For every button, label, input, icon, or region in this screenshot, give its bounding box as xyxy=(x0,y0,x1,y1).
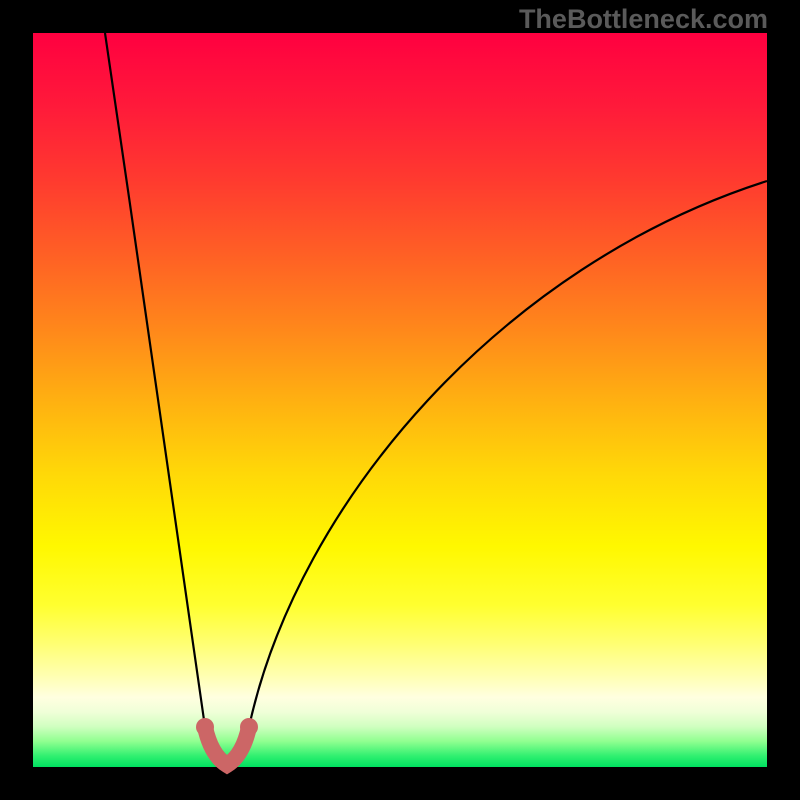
watermark-text: TheBottleneck.com xyxy=(519,4,768,35)
optimal-range-dot-left xyxy=(196,718,214,736)
optimal-range-dot-right xyxy=(240,718,258,736)
chart-svg xyxy=(0,0,800,800)
plot-background xyxy=(33,33,767,767)
